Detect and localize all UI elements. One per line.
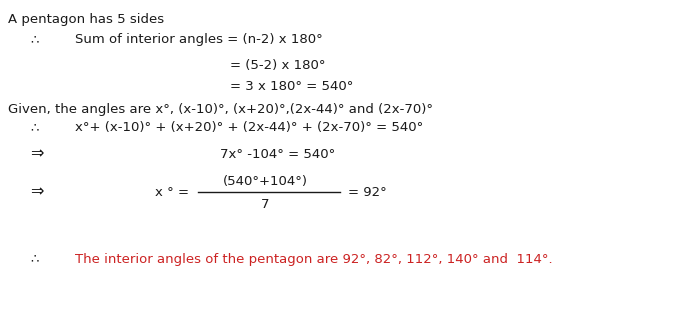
Text: Given, the angles are x°, (x-10)°, (x+20)°,(2x-44)° and (2x-70)°: Given, the angles are x°, (x-10)°, (x+20…: [8, 102, 433, 116]
Text: = 3 x 180° = 540°: = 3 x 180° = 540°: [230, 79, 353, 93]
Text: 7: 7: [261, 198, 269, 210]
Text: ∴: ∴: [30, 252, 38, 266]
Text: = (5-2) x 180°: = (5-2) x 180°: [230, 59, 326, 73]
Text: (540°+104°): (540°+104°): [222, 175, 307, 187]
Text: 7x° -104° = 540°: 7x° -104° = 540°: [220, 148, 335, 160]
Text: A pentagon has 5 sides: A pentagon has 5 sides: [8, 13, 164, 25]
Text: The interior angles of the pentagon are 92°, 82°, 112°, 140° and  114°.: The interior angles of the pentagon are …: [75, 252, 553, 266]
Text: ∴: ∴: [30, 122, 38, 134]
Text: x ° =: x ° =: [155, 186, 189, 198]
Text: ∴: ∴: [30, 34, 38, 46]
Text: = 92°: = 92°: [348, 186, 387, 198]
Text: ⇒: ⇒: [30, 147, 43, 161]
Text: Sum of interior angles = (n-2) x 180°: Sum of interior angles = (n-2) x 180°: [75, 34, 323, 46]
Text: ⇒: ⇒: [30, 185, 43, 199]
Text: x°+ (x-10)° + (x+20)° + (2x-44)° + (2x-70)° = 540°: x°+ (x-10)° + (x+20)° + (2x-44)° + (2x-7…: [75, 122, 423, 134]
